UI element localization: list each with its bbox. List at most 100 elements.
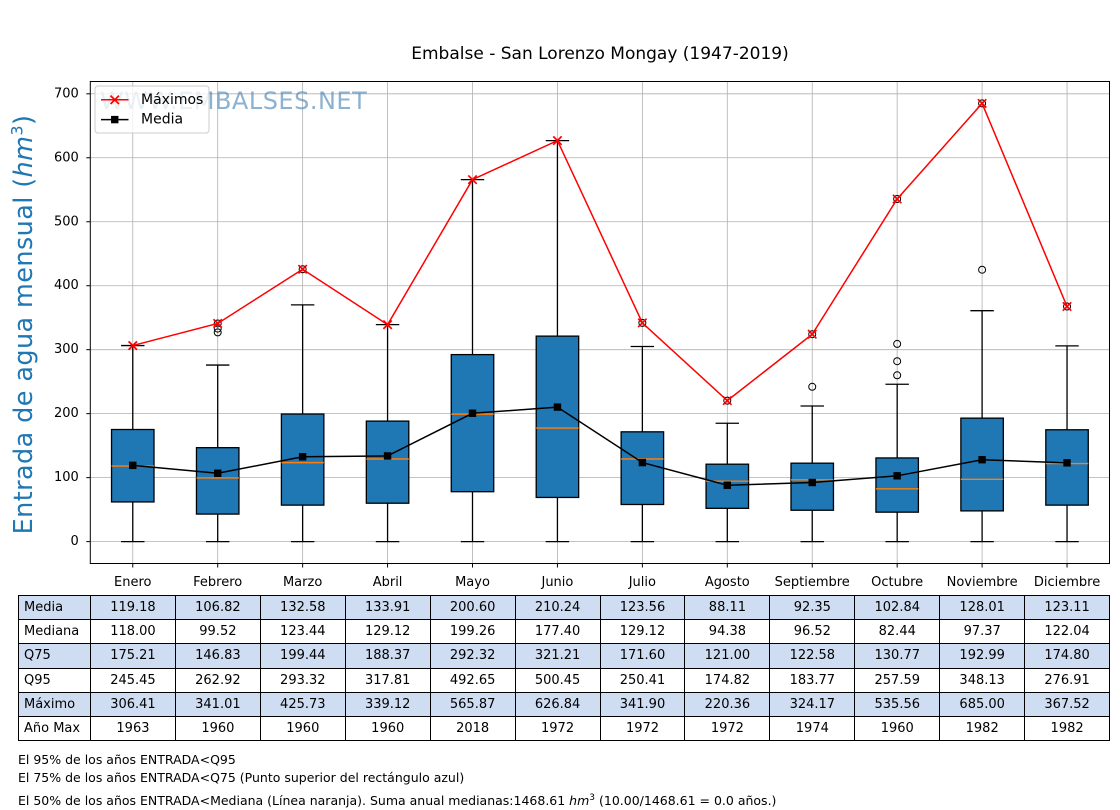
cell-febrero-q95: 262.92 xyxy=(174,667,261,693)
cell-diciembre-q95: 276.91 xyxy=(1024,667,1111,693)
y-tick-label: 500 xyxy=(54,214,79,229)
cell-agosto-mediana: 94.38 xyxy=(684,619,771,645)
mean-marker xyxy=(723,481,731,489)
x-tick-label-mayo: Mayo xyxy=(455,575,490,590)
iqr-box xyxy=(620,431,665,506)
outlier-point xyxy=(213,324,222,333)
x-tick-label-agosto: Agosto xyxy=(705,575,750,590)
mean-marker xyxy=(1063,459,1071,467)
cell-noviembre-mediana: 97.37 xyxy=(939,619,1026,645)
table-row-máximo: Máximo 306.41 341.01 425.73 339.12 565.87 626.… xyxy=(18,691,1111,717)
legend-label-media: Media xyxy=(141,112,183,128)
cell-junio-q75: 321.21 xyxy=(514,643,601,669)
mean-marker xyxy=(808,478,816,487)
cell-abril-mediana: 129.12 xyxy=(344,619,431,645)
x-tick-label-octubre: Octubre xyxy=(871,575,923,590)
cell-mayo-q75: 292.32 xyxy=(429,643,516,669)
cell-agosto-q75: 121.00 xyxy=(684,643,771,669)
iqr-box xyxy=(365,420,410,504)
max-marker xyxy=(212,318,223,329)
cell-junio-año-max: 1972 xyxy=(514,715,601,742)
cell-octubre-mediana: 82.44 xyxy=(854,619,941,645)
outlier-point xyxy=(213,319,222,328)
row-label: Q95 xyxy=(18,667,91,693)
cell-septiembre-q95: 183.77 xyxy=(769,667,856,693)
outlier-point xyxy=(893,357,902,366)
chart-title: Embalse - San Lorenzo Mongay (1947-2019) xyxy=(411,44,789,64)
outlier-point xyxy=(893,195,902,204)
cell-julio-año-max: 1972 xyxy=(599,715,686,742)
cell-julio-mediana: 129.12 xyxy=(599,619,686,645)
outlier-point xyxy=(978,265,987,274)
cell-septiembre-máximo: 324.17 xyxy=(769,691,856,717)
max-marker xyxy=(382,319,393,330)
footnote-q75: El 75% de los años ENTRADA<Q75 (Punto su… xyxy=(18,769,465,785)
cell-octubre-máximo: 535.56 xyxy=(854,691,941,717)
cell-marzo-mediana: 123.44 xyxy=(259,619,346,645)
max-marker xyxy=(109,94,120,105)
series-line xyxy=(132,102,1068,402)
footnote-mediana-exponent: 3 xyxy=(589,792,596,803)
cell-agosto-media: 88.11 xyxy=(684,594,771,621)
grid-lines xyxy=(90,81,1110,564)
iqr-box xyxy=(450,353,495,493)
cell-agosto-q95: 174.82 xyxy=(684,667,771,693)
axis-ticks xyxy=(86,93,1068,568)
x-tick-label-enero: Enero xyxy=(114,575,152,590)
series-line xyxy=(132,406,1068,486)
max-marker xyxy=(127,340,138,351)
y-tick-label: 700 xyxy=(54,86,79,101)
max-marker xyxy=(722,395,733,406)
mean-marker xyxy=(638,458,647,467)
cell-marzo-q95: 293.32 xyxy=(259,667,346,693)
table-row-q75: Q75 175.21 146.83 199.44 188.37 292.32 321.21 1… xyxy=(18,643,1111,669)
outlier-point xyxy=(298,265,307,274)
mean-marker xyxy=(214,469,222,477)
y-tick-label: 0 xyxy=(71,534,79,549)
row-label: Máximo xyxy=(18,691,91,717)
outlier-point xyxy=(723,396,732,405)
x-tick-label-julio: Julio xyxy=(628,575,656,590)
monthly-statistics-table: Media 119.18 106.82 132.58 133.91 200.60 210.2… xyxy=(18,594,1111,742)
cell-abril-año-max: 1960 xyxy=(344,715,431,742)
cell-octubre-q75: 130.77 xyxy=(854,643,941,669)
box-febrero xyxy=(195,319,240,543)
cell-mayo-media: 200.60 xyxy=(429,594,516,621)
cell-noviembre-año-max: 1982 xyxy=(939,715,1026,742)
footnote-mediana-text: El 50% de los años ENTRADA<Mediana (Líne… xyxy=(18,792,570,808)
mean-marker xyxy=(553,403,562,411)
cell-junio-máximo: 626.84 xyxy=(514,691,601,717)
footnote-q95: El 95% de los años ENTRADA<Q95 xyxy=(18,752,236,767)
table-row-año-max: Año Max 1963 1960 1960 1960 2018 1972 1972 1972 1… xyxy=(18,715,1111,742)
box-marzo xyxy=(280,265,325,543)
iqr-box xyxy=(195,447,240,515)
max-marker xyxy=(1062,301,1072,312)
cell-julio-media: 123.56 xyxy=(599,594,686,621)
cell-marzo-media: 132.58 xyxy=(259,594,346,621)
cell-mayo-mediana: 199.26 xyxy=(429,619,516,645)
x-tick-label-septiembre: Septiembre xyxy=(775,575,850,590)
box-octubre xyxy=(875,195,920,543)
outlier-point xyxy=(893,339,902,348)
cell-noviembre-máximo: 685.00 xyxy=(939,691,1026,717)
cell-abril-media: 133.91 xyxy=(344,594,431,621)
cell-septiembre-año-max: 1974 xyxy=(769,715,856,742)
cell-abril-q75: 188.37 xyxy=(344,643,431,669)
outlier-point xyxy=(978,99,987,108)
cell-septiembre-mediana: 96.52 xyxy=(769,619,856,645)
cell-febrero-media: 106.82 xyxy=(174,594,261,621)
cell-octubre-q95: 257.59 xyxy=(854,667,941,693)
cell-junio-mediana: 177.40 xyxy=(514,619,601,645)
cell-marzo-q75: 199.44 xyxy=(259,643,346,669)
mean-marker xyxy=(129,461,137,470)
boxplot-chart: WWW.EMBALSES.NET0100200300400500600700En… xyxy=(54,81,1111,590)
outlier-point xyxy=(1063,302,1072,311)
mean-marker xyxy=(111,115,119,124)
cell-mayo-q95: 492.65 xyxy=(429,667,516,693)
series-media xyxy=(129,403,1071,489)
x-tick-label-abril: Abril xyxy=(373,575,403,590)
table-row-q95: Q95 245.45 262.92 293.32 317.81 492.65 500.45 2… xyxy=(18,667,1111,693)
row-label: Año Max xyxy=(18,715,91,742)
max-marker xyxy=(892,194,902,204)
